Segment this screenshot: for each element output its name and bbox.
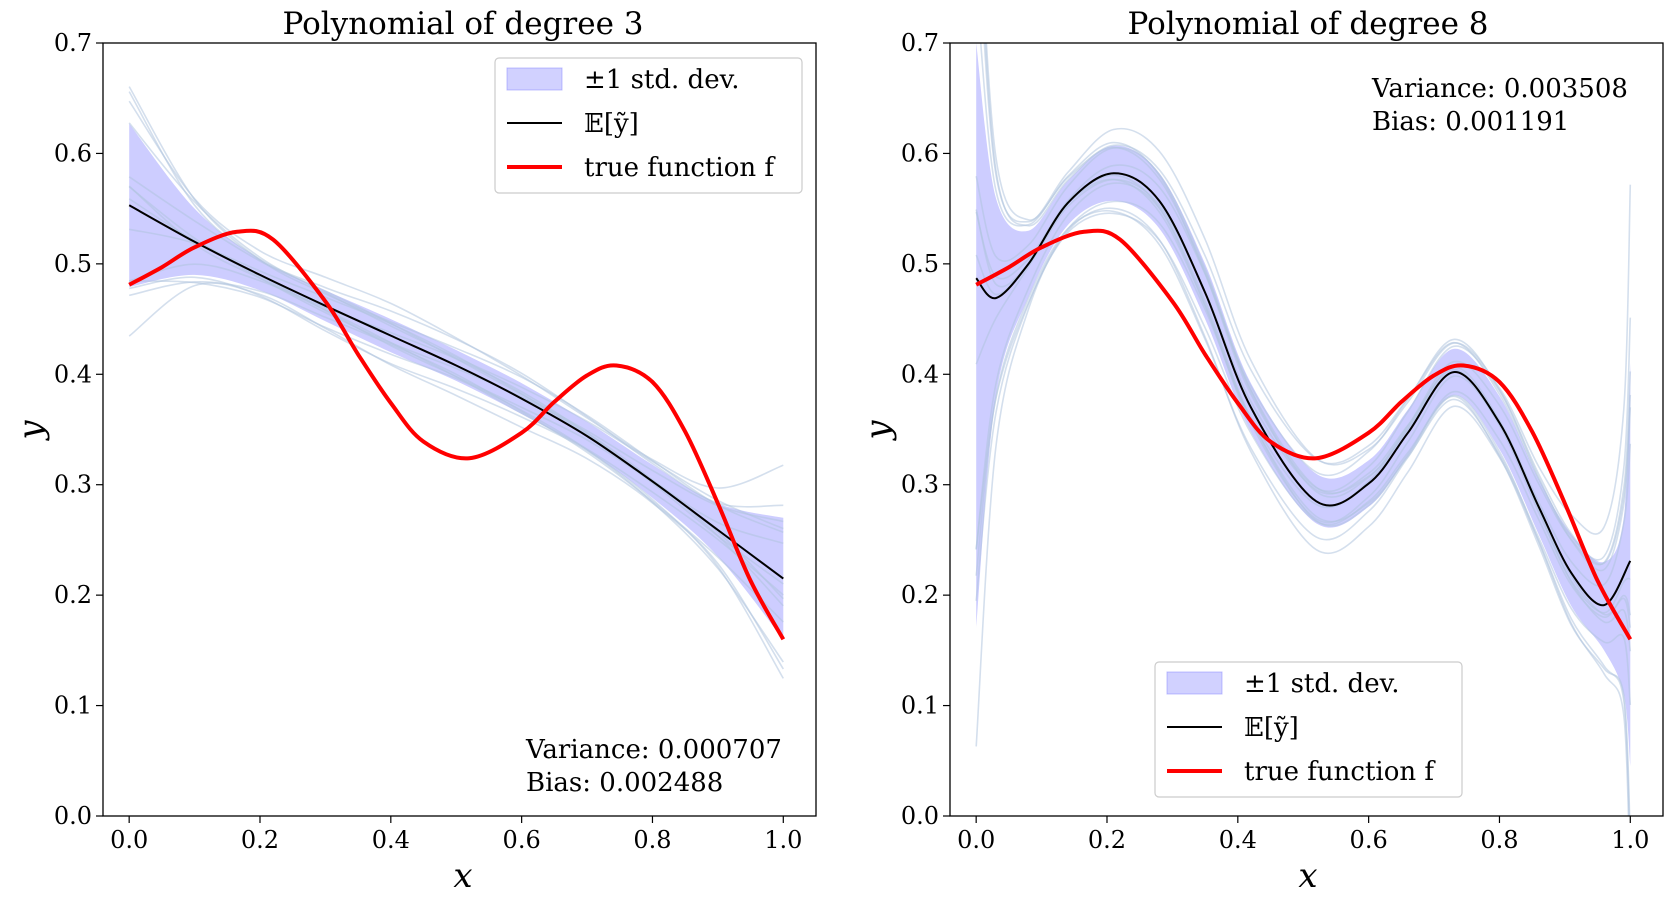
y-tick-label: 0.5 bbox=[901, 250, 939, 278]
y-tick-label: 0.3 bbox=[54, 471, 92, 499]
panel-degree-8: Polynomial of degree 8 0.0 0.2 0.4 0.6 0.8 1.… bbox=[858, 6, 1664, 896]
variance-annotation: Variance: 0.000707 bbox=[525, 735, 782, 765]
std-band bbox=[129, 123, 784, 640]
legend-box bbox=[1154, 661, 1463, 798]
bias-annotation: Bias: 0.001191 bbox=[1372, 107, 1569, 137]
axes-frame bbox=[949, 42, 1664, 817]
sample-curve bbox=[129, 281, 784, 623]
sample-curve bbox=[975, 164, 1632, 587]
y-tick-label: 0.1 bbox=[54, 692, 92, 720]
y-tick-label: 0.5 bbox=[54, 250, 92, 278]
sample-curve bbox=[129, 280, 784, 663]
legend-band-swatch bbox=[1166, 671, 1223, 695]
y-tick-label: 0.2 bbox=[901, 581, 939, 609]
sample-curve bbox=[975, 178, 1632, 652]
x-tick-label: 0.2 bbox=[241, 826, 279, 854]
plot-area bbox=[128, 86, 786, 679]
bias-annotation: Bias: 0.002488 bbox=[526, 768, 723, 798]
legend-label-mean: 𝔼[ỹ] bbox=[1244, 713, 1299, 743]
sample-curve bbox=[975, 178, 1631, 614]
legend: ±1 std. dev. 𝔼[ỹ] true function f bbox=[1154, 661, 1463, 798]
x-tick-label: 1.0 bbox=[1611, 826, 1649, 854]
sample-curve bbox=[128, 176, 784, 523]
legend-label-std: ±1 std. dev. bbox=[1244, 669, 1399, 699]
y-axis-label: y bbox=[11, 420, 51, 442]
sample-curve bbox=[128, 86, 784, 534]
y-tick-label: 0.7 bbox=[54, 29, 92, 57]
expected-prediction-line bbox=[975, 172, 1632, 607]
legend-label-std: ±1 std. dev. bbox=[584, 65, 739, 95]
legend-label-mean: 𝔼[ỹ] bbox=[584, 109, 639, 139]
sample-curve bbox=[128, 100, 784, 489]
expected-prediction-line bbox=[128, 204, 784, 580]
panel-degree-3: Polynomial of degree 3 0.0 0.2 0.4 0.6 0.8 1.… bbox=[11, 6, 817, 896]
x-tick-label: 0.6 bbox=[503, 826, 541, 854]
y-tick-label: 0.1 bbox=[901, 692, 939, 720]
sample-curve bbox=[983, 43, 1632, 535]
y-tick-label: 0.0 bbox=[54, 802, 92, 830]
axis-ticks: 0.0 0.2 0.4 0.6 0.8 1.0 0.0 0.1 0.2 0.3 0.4 0.5 0.6 0… bbox=[54, 29, 803, 854]
sample-curve bbox=[128, 282, 784, 670]
y-tick-label: 0.7 bbox=[901, 29, 939, 57]
sample-curve bbox=[975, 174, 1632, 628]
x-tick-label: 0.6 bbox=[1350, 826, 1388, 854]
y-tick-label: 0.2 bbox=[54, 581, 92, 609]
x-axis-label: x bbox=[453, 856, 472, 896]
variance-annotation: Variance: 0.003508 bbox=[1371, 74, 1628, 104]
x-tick-label: 0.2 bbox=[1088, 826, 1126, 854]
axes-frame bbox=[102, 42, 817, 817]
plot-area bbox=[975, 43, 1633, 816]
chart-title: Polynomial of degree 3 bbox=[283, 6, 644, 42]
x-tick-label: 1.0 bbox=[764, 826, 802, 854]
sample-curve bbox=[128, 198, 784, 545]
sample-curve bbox=[129, 276, 784, 679]
legend-band-swatch bbox=[506, 67, 563, 91]
sample-curve bbox=[975, 182, 1632, 618]
true-function-line bbox=[128, 228, 786, 641]
y-tick-label: 0.0 bbox=[901, 802, 939, 830]
x-tick-label: 0.8 bbox=[1480, 826, 1518, 854]
chart-title: Polynomial of degree 8 bbox=[1128, 6, 1489, 42]
sample-curve bbox=[128, 91, 784, 508]
x-tick-label: 0.4 bbox=[372, 826, 410, 854]
y-tick-label: 0.6 bbox=[901, 139, 939, 167]
y-tick-label: 0.4 bbox=[901, 360, 939, 388]
std-band bbox=[976, 43, 1631, 767]
legend-label-true: true function f bbox=[1244, 757, 1436, 787]
x-tick-label: 0.8 bbox=[633, 826, 671, 854]
y-tick-label: 0.3 bbox=[901, 471, 939, 499]
x-tick-label: 0.4 bbox=[1219, 826, 1257, 854]
sample-curve bbox=[975, 200, 1632, 705]
y-axis-label: y bbox=[858, 420, 898, 442]
x-axis-label: x bbox=[1298, 856, 1317, 896]
x-tick-label: 0.0 bbox=[957, 826, 995, 854]
x-tick-label: 0.0 bbox=[110, 826, 148, 854]
legend-box bbox=[494, 57, 803, 194]
legend: ±1 std. dev. 𝔼[ỹ] true function f bbox=[494, 57, 803, 194]
axis-ticks: 0.0 0.2 0.4 0.6 0.8 1.0 0.0 0.1 0.2 0.3 0.4 0.5 0.6 0… bbox=[901, 29, 1650, 854]
true-function-line bbox=[975, 228, 1633, 641]
y-tick-label: 0.4 bbox=[54, 360, 92, 388]
legend-label-true: true function f bbox=[584, 153, 776, 183]
sample-curve bbox=[975, 207, 1630, 816]
y-tick-label: 0.6 bbox=[54, 139, 92, 167]
